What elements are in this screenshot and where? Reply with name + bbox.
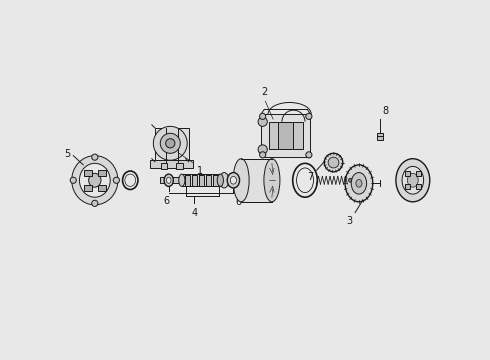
Ellipse shape bbox=[296, 168, 314, 193]
Bar bbox=[241, 159, 272, 202]
Ellipse shape bbox=[167, 177, 171, 183]
Ellipse shape bbox=[324, 153, 343, 172]
Ellipse shape bbox=[153, 126, 187, 160]
Bar bbox=[377, 132, 383, 140]
Ellipse shape bbox=[351, 172, 367, 194]
Ellipse shape bbox=[217, 174, 223, 186]
Ellipse shape bbox=[306, 152, 312, 158]
Ellipse shape bbox=[227, 172, 240, 188]
Bar bbox=[98, 185, 106, 191]
Bar bbox=[155, 128, 189, 162]
Text: 3: 3 bbox=[346, 216, 353, 226]
Bar bbox=[176, 163, 183, 170]
Bar bbox=[213, 175, 218, 186]
Ellipse shape bbox=[79, 163, 110, 197]
Ellipse shape bbox=[179, 174, 185, 186]
Ellipse shape bbox=[72, 156, 118, 205]
Bar bbox=[84, 185, 92, 191]
Ellipse shape bbox=[260, 113, 266, 120]
Ellipse shape bbox=[348, 178, 352, 182]
Ellipse shape bbox=[113, 177, 120, 183]
Bar bbox=[84, 170, 92, 176]
Ellipse shape bbox=[260, 152, 266, 158]
Ellipse shape bbox=[70, 177, 76, 183]
Ellipse shape bbox=[125, 174, 136, 186]
Ellipse shape bbox=[233, 159, 249, 202]
Ellipse shape bbox=[160, 133, 180, 153]
Ellipse shape bbox=[396, 159, 430, 202]
Text: 8: 8 bbox=[383, 105, 389, 116]
Bar bbox=[182, 174, 220, 186]
Ellipse shape bbox=[89, 173, 101, 187]
Bar bbox=[192, 175, 197, 186]
Text: 4: 4 bbox=[191, 208, 197, 218]
Text: 1: 1 bbox=[196, 166, 202, 176]
Text: 5: 5 bbox=[64, 149, 70, 159]
Ellipse shape bbox=[166, 139, 175, 148]
Ellipse shape bbox=[264, 159, 280, 202]
Ellipse shape bbox=[230, 176, 237, 184]
Text: 6: 6 bbox=[235, 197, 241, 207]
Bar bbox=[278, 122, 294, 149]
Bar bbox=[160, 177, 182, 183]
Bar bbox=[206, 175, 211, 186]
Bar bbox=[405, 171, 410, 176]
Ellipse shape bbox=[258, 117, 268, 126]
Ellipse shape bbox=[164, 174, 173, 186]
Bar bbox=[416, 184, 420, 189]
Text: 2: 2 bbox=[261, 87, 268, 97]
Ellipse shape bbox=[258, 145, 268, 154]
Bar bbox=[150, 160, 194, 168]
Ellipse shape bbox=[328, 157, 339, 168]
Text: 6: 6 bbox=[163, 195, 170, 206]
Bar bbox=[199, 175, 204, 186]
Ellipse shape bbox=[345, 165, 373, 202]
Ellipse shape bbox=[293, 163, 318, 197]
Ellipse shape bbox=[356, 180, 362, 187]
Bar bbox=[185, 175, 190, 186]
Ellipse shape bbox=[122, 171, 138, 189]
Ellipse shape bbox=[306, 113, 312, 120]
Ellipse shape bbox=[407, 173, 418, 187]
Text: 7: 7 bbox=[307, 172, 314, 182]
Ellipse shape bbox=[402, 166, 423, 194]
Ellipse shape bbox=[220, 172, 229, 188]
Ellipse shape bbox=[92, 200, 98, 206]
Bar bbox=[405, 184, 410, 189]
Bar bbox=[98, 170, 106, 176]
Ellipse shape bbox=[92, 154, 98, 160]
Bar bbox=[161, 163, 167, 170]
Bar bbox=[269, 122, 303, 149]
Bar bbox=[261, 114, 311, 157]
Bar bbox=[416, 171, 420, 176]
